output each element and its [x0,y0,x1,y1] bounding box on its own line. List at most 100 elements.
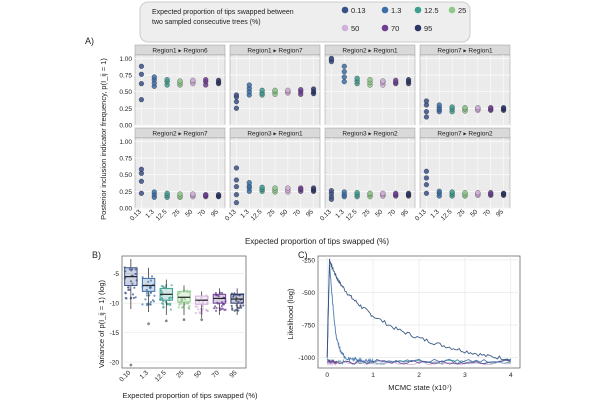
a-xtick-3-1: 1.3 [429,208,441,220]
a-xtick-2-6: 95 [400,208,410,218]
b-jitter-2-23 [162,300,165,303]
legend-label-95: 95 [424,24,432,33]
legend-label-12-5: 12.5 [424,6,439,15]
b-jitter-1-11 [145,303,149,307]
point-6-5-2 [393,190,399,196]
point-2-5-2 [393,77,399,83]
b-jitter-2-19 [169,303,172,307]
b-ytick-1: -10 [110,301,120,308]
b-jitter-0-2 [134,296,137,299]
b-jitter-5-9 [223,308,226,311]
point-1-5-2 [298,87,304,93]
point-6-6-2 [406,190,412,196]
b-outlier-4-0 [200,318,204,322]
point-4-4-2 [190,191,196,197]
point-1-3-2 [272,87,278,93]
b-jitter-0-23 [131,268,134,271]
point-7-4-2 [475,190,481,196]
point-6-3-2 [367,190,373,196]
b-jitter-5-20 [213,305,217,308]
a-ytick-1-4: 1.00 [119,139,132,146]
point-5-4-2 [285,185,291,191]
point-3-1-3 [436,102,442,108]
b-jitter-1-21 [148,286,151,290]
point-6-1-2 [341,189,347,195]
b-jitter-1-8 [145,294,149,297]
point-3-0-3 [423,98,429,104]
panel-label-b: B) [92,250,101,260]
a-xtick-0-1: 1.3 [144,208,156,220]
a-xtick-1-5: 70 [292,208,302,218]
panel-label-c: C) [298,250,308,260]
b-jitter-6-16 [242,304,245,307]
a-xtick-1-2: 12.5 [250,208,264,222]
a-xtick-1-6: 95 [305,208,315,218]
a-ytick-1-2: 0.50 [119,172,132,179]
a-xtick-2-5: 70 [387,208,397,218]
point-7-5-2 [488,190,494,196]
b-jitter-2-25 [170,284,173,287]
b-ytick-2: -15 [110,330,120,337]
b-jitter-0-5 [134,272,137,276]
point-5-0-0 [233,200,239,206]
point-5-0-3 [233,177,239,183]
panel-b-xlabel: Expected proportion of tips swapped (%) [122,391,258,400]
a-ytick-0-2: 0.50 [119,89,132,96]
b-jitter-5-27 [217,295,220,298]
a-xtick-2-1: 1.3 [334,208,346,220]
b-jitter-2-2 [160,291,164,294]
point-3-4-2 [475,105,481,111]
point-2-0-2 [328,55,334,61]
c-ytick-0: -250 [302,257,315,264]
a-xtick-3-0: 0.13 [414,208,428,222]
b-xtick-3: 25 [175,369,185,379]
point-0-1-3 [151,74,157,80]
b-jitter-5-10 [220,300,224,304]
b-xtick-6: 95 [228,369,238,379]
b-jitter-4-27 [200,296,203,300]
b-jitter-1-2 [141,276,144,279]
legend-label-25: 25 [458,6,466,15]
panel-a-ylabel: Posterior inclusion indicator frequency,… [99,58,108,220]
b-outlier-2-0 [164,319,168,323]
point-1-2-2 [259,87,265,93]
point-4-0-3 [138,166,144,172]
point-2-4-2 [380,78,386,84]
a-ytick-0-0: 0.00 [119,123,132,130]
b-jitter-4-8 [202,307,205,310]
panel-b-ylabel: Variance of p(I_ij = 1) (log) [97,279,106,368]
b-jitter-3-26 [181,299,184,302]
point-4-0-0 [138,190,144,196]
c-ytick-1: -500 [302,290,315,297]
b-jitter-2-5 [169,308,172,311]
point-0-4-2 [190,77,196,83]
point-4-3-2 [177,191,183,197]
b-jitter-6-21 [235,308,238,311]
b-jitter-6-22 [232,295,235,298]
b-jitter-5-12 [212,307,216,310]
b-jitter-5-16 [215,306,218,310]
point-0-0-1 [138,81,144,87]
b-jitter-4-17 [196,305,199,308]
point-7-0-3 [423,168,429,174]
b-jitter-6-15 [237,309,240,312]
point-7-2-2 [449,189,455,195]
legend-title-1: Expected proportion of tips swapped betw… [152,9,294,16]
c-series-1-3 [326,264,512,364]
point-4-0-1 [138,178,144,184]
b-outlier-0-0 [129,363,133,367]
b-outlier-1-0 [147,322,150,326]
a-ytick-1-0: 0.00 [119,206,132,213]
c-xtick-3: 3 [463,372,467,379]
panel-a: Posterior inclusion indicator frequency,… [99,44,511,246]
point-5-3-2 [272,185,278,191]
a-xtick-0-4: 50 [184,208,194,218]
a-xtick-2-2: 12.5 [345,208,359,222]
point-4-5-2 [203,192,209,198]
b-jitter-4-7 [197,308,200,311]
facet-title-0: Region1 ▸ Region6 [152,48,208,55]
b-jitter-4-24 [206,310,209,313]
legend-swatch-0-13 [341,6,349,14]
point-7-3-2 [462,190,468,196]
facet-title-1: Region1 ▸ Region7 [247,48,303,55]
